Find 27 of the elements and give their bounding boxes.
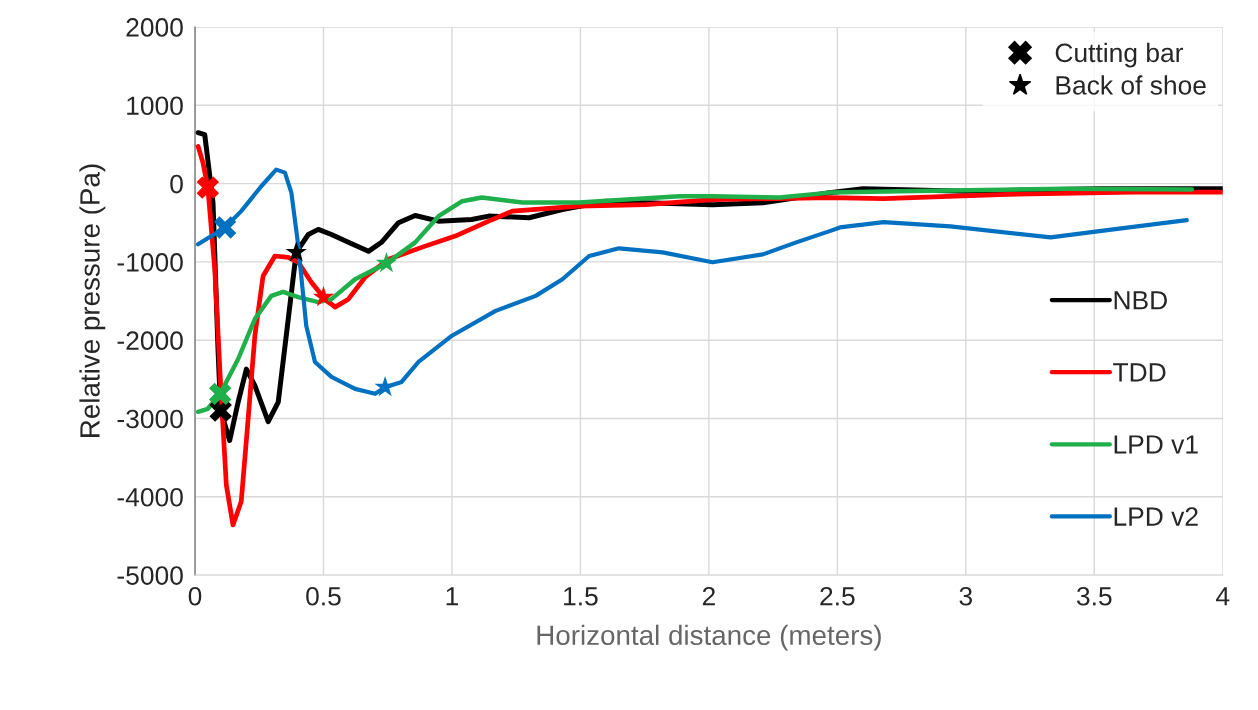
x-tick-label: 2.5 <box>820 586 855 606</box>
x-axis-title: Horizontal distance (meters) <box>537 624 881 651</box>
legend-label: LPD v1 <box>1114 435 1198 454</box>
x-tick-label: 1.5 <box>564 587 598 606</box>
y-tick-label: -3000 <box>117 409 183 429</box>
y-tick-label: -4000 <box>117 487 183 507</box>
x-tick-label: 0.5 <box>306 586 341 606</box>
x-tick-label: 3.5 <box>1076 586 1112 606</box>
legend-label: NBD <box>1114 291 1167 310</box>
y-tick-label: 0 <box>170 174 183 194</box>
x-tick-label: 1 <box>446 587 458 606</box>
legend-label: LPD v2 <box>1114 507 1198 526</box>
legend-label: TDD <box>1113 363 1166 382</box>
legend-label: Cutting bar <box>1055 42 1184 68</box>
x-tick-label: 0 <box>188 586 202 606</box>
y-tick-label: 1000 <box>127 96 183 116</box>
y-tick-label: -1000 <box>117 253 183 272</box>
x-tick-label: 3 <box>959 586 973 606</box>
y-axis-title: Relative pressure (Pa) <box>79 164 106 437</box>
x-tick-label: 2 <box>702 586 715 606</box>
y-tick-label: -5000 <box>117 566 183 585</box>
x-tick-label: 4 <box>1216 587 1230 606</box>
y-tick-label: -2000 <box>117 331 183 351</box>
legend-label: Back of shoe <box>1056 75 1206 95</box>
line-series <box>195 144 1223 528</box>
line-series <box>195 167 1189 396</box>
y-tick-label: 2000 <box>126 18 183 37</box>
